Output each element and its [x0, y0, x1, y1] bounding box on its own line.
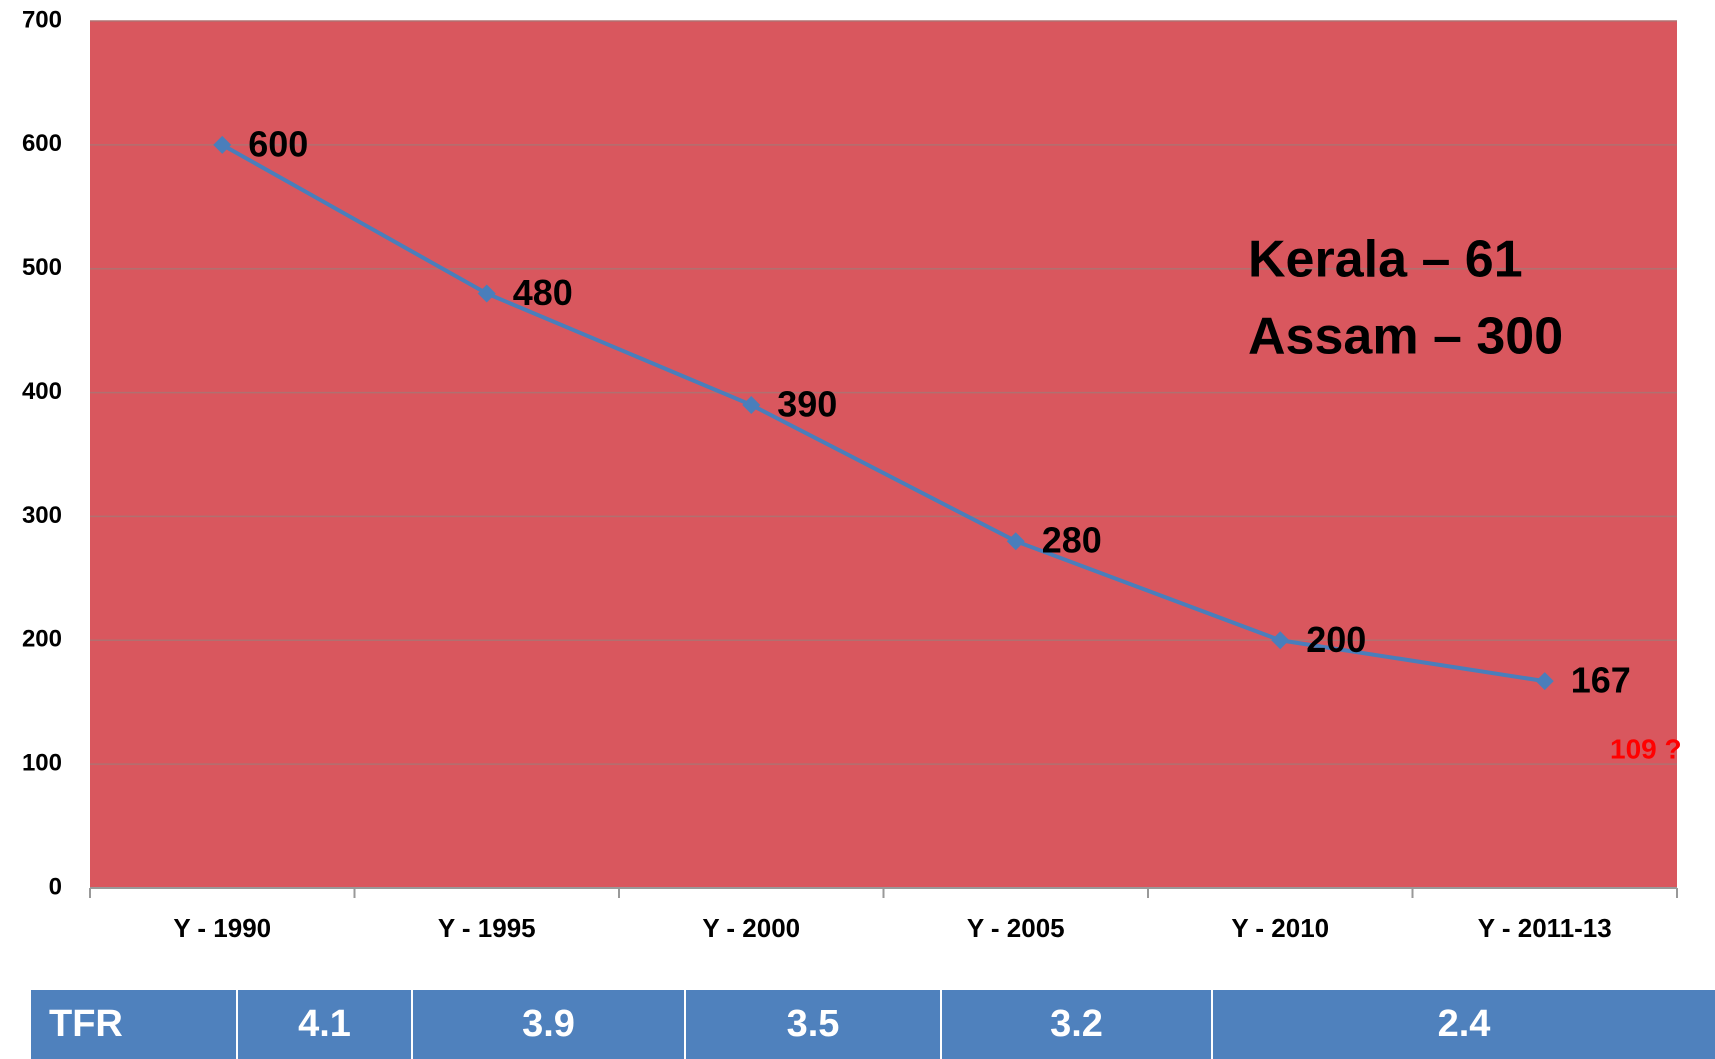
x-tick-label: Y - 2005	[967, 913, 1065, 943]
marker	[477, 284, 496, 303]
table-cell: 4.1	[238, 990, 411, 1059]
table-cell: 3.5	[686, 990, 940, 1059]
table-cell: 2.4	[1213, 990, 1715, 1059]
marker	[742, 395, 761, 414]
data-label: 480	[513, 272, 573, 313]
marker	[1271, 631, 1290, 650]
chart: 0 100 200 300 400 500 600 700 Y - 1990 Y - 1995 Y …	[22, 6, 1682, 943]
marker	[213, 135, 232, 154]
marker	[1006, 532, 1025, 551]
y-tick-label: 400	[22, 378, 62, 405]
y-tick-label: 700	[22, 6, 62, 33]
line	[221, 143, 1546, 684]
marker	[1535, 672, 1554, 691]
table-cell: 3.9	[413, 990, 684, 1059]
table-header: TFR	[31, 990, 236, 1059]
x-tick-label: Y - 2000	[702, 913, 800, 943]
data-label: 600	[248, 123, 308, 164]
y-tick-label: 500	[22, 254, 62, 281]
data-label: 280	[1042, 520, 1102, 561]
data-label: 200	[1306, 619, 1366, 660]
y-tick-label: 300	[22, 502, 62, 529]
x-tick-label: Y - 1990	[173, 913, 271, 943]
y-tick-label: 200	[22, 626, 62, 653]
annotation: Assam – 300	[1248, 308, 1563, 366]
y-tick-label: 100	[22, 749, 62, 776]
data-label: 390	[777, 383, 837, 424]
annotation: Kerala – 61	[1248, 231, 1523, 289]
x-tick-label: Y - 2011-13	[1478, 913, 1612, 943]
plot-area	[90, 21, 1677, 888]
x-tick-label: Y - 1995	[438, 913, 536, 943]
table-cell: 3.2	[942, 990, 1211, 1059]
data-label: 167	[1571, 660, 1631, 701]
y-tick-label: 600	[22, 130, 62, 157]
y-tick-label: 0	[49, 873, 62, 900]
x-tick-label: Y - 2010	[1231, 913, 1329, 943]
annotation: 109 ?	[1610, 733, 1682, 764]
